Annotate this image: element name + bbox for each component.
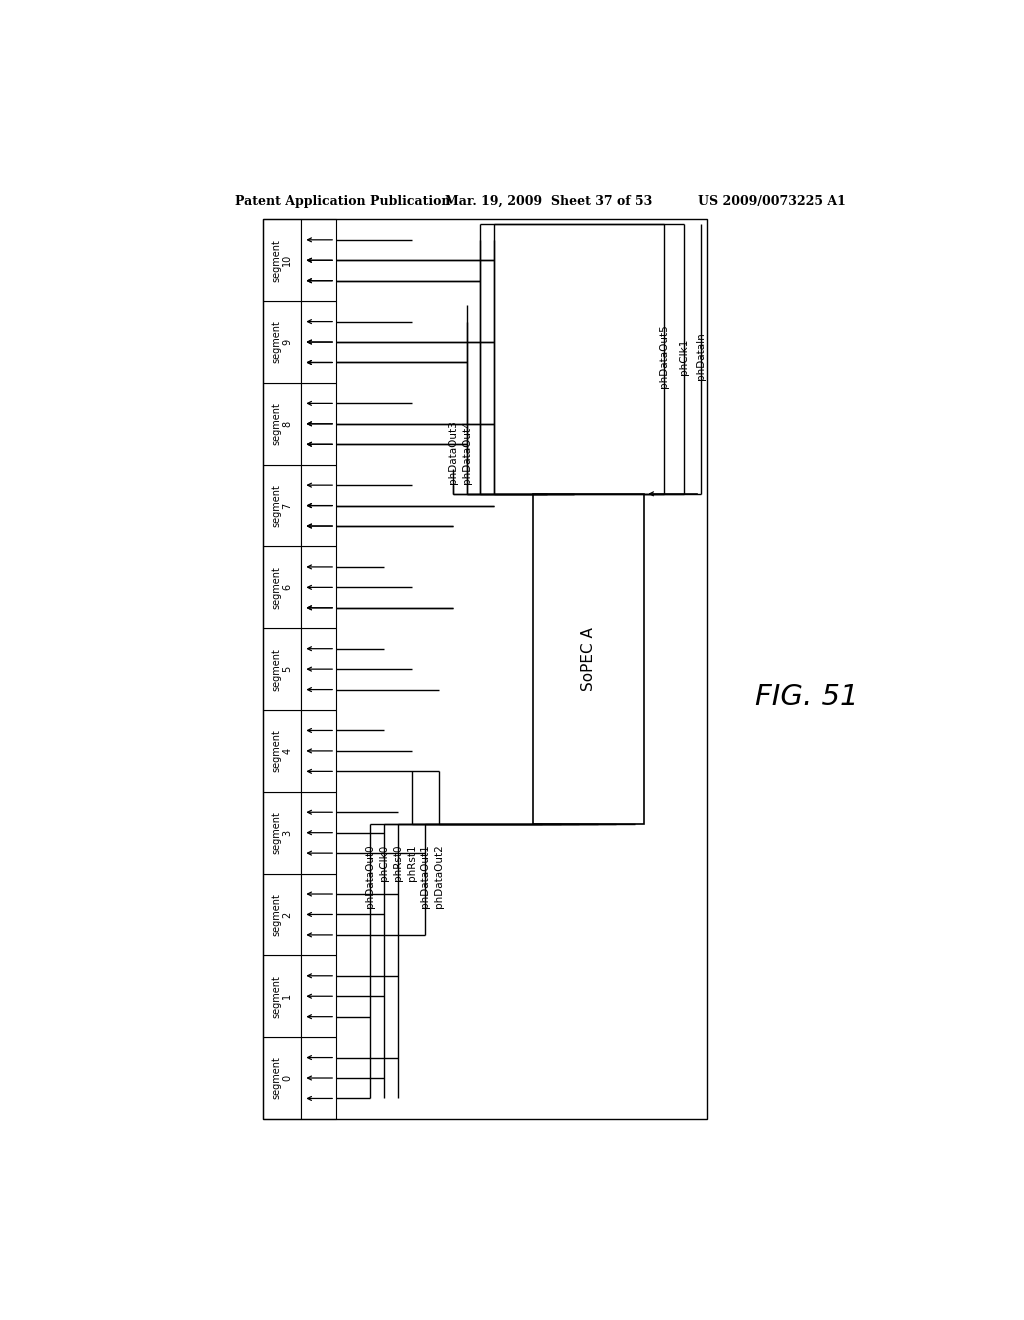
Bar: [301, 301, 336, 383]
Bar: [263, 219, 301, 301]
Bar: [263, 301, 301, 383]
Text: SoPEC A: SoPEC A: [581, 627, 596, 690]
Bar: [263, 956, 301, 1038]
Text: FIG. 51: FIG. 51: [755, 682, 858, 711]
Text: phDataOut2: phDataOut2: [434, 845, 444, 908]
Text: phDataOut5: phDataOut5: [658, 325, 669, 388]
Text: phRst1: phRst1: [407, 845, 417, 880]
Text: segment
4: segment 4: [271, 730, 293, 772]
Bar: [301, 628, 336, 710]
Bar: [263, 546, 301, 628]
Bar: [301, 219, 336, 301]
Bar: [301, 383, 336, 465]
Bar: [263, 219, 708, 1119]
Bar: [301, 956, 336, 1038]
Bar: [532, 494, 644, 824]
Bar: [263, 792, 301, 874]
Text: phDataOut0: phDataOut0: [366, 845, 376, 908]
Text: phClk0: phClk0: [379, 845, 389, 880]
Bar: [263, 465, 301, 546]
Text: phRst0: phRst0: [393, 845, 402, 880]
Bar: [301, 792, 336, 874]
Text: segment
3: segment 3: [271, 812, 293, 854]
Bar: [301, 546, 336, 628]
Bar: [263, 1038, 301, 1119]
Text: segment
8: segment 8: [271, 403, 293, 445]
Text: phDataIn: phDataIn: [696, 333, 706, 380]
Text: phClk1: phClk1: [679, 338, 688, 375]
Text: segment
5: segment 5: [271, 648, 293, 690]
Text: US 2009/0073225 A1: US 2009/0073225 A1: [697, 195, 846, 209]
Text: segment
0: segment 0: [271, 1056, 293, 1100]
Text: segment
6: segment 6: [271, 566, 293, 609]
Bar: [263, 383, 301, 465]
Text: phDataOut1: phDataOut1: [420, 845, 430, 908]
Text: Patent Application Publication: Patent Application Publication: [236, 195, 451, 209]
Bar: [263, 710, 301, 792]
Text: phDataOut4: phDataOut4: [462, 420, 471, 483]
Text: phDataOut3: phDataOut3: [447, 420, 458, 483]
Bar: [263, 628, 301, 710]
Text: Mar. 19, 2009  Sheet 37 of 53: Mar. 19, 2009 Sheet 37 of 53: [445, 195, 652, 209]
Bar: [301, 710, 336, 792]
Text: segment
9: segment 9: [271, 321, 293, 363]
Text: segment
2: segment 2: [271, 894, 293, 936]
Text: segment
10: segment 10: [271, 239, 293, 281]
Bar: [301, 465, 336, 546]
Text: segment
1: segment 1: [271, 974, 293, 1018]
Bar: [263, 874, 301, 956]
Bar: [301, 1038, 336, 1119]
Text: segment
7: segment 7: [271, 484, 293, 527]
Bar: [301, 874, 336, 956]
